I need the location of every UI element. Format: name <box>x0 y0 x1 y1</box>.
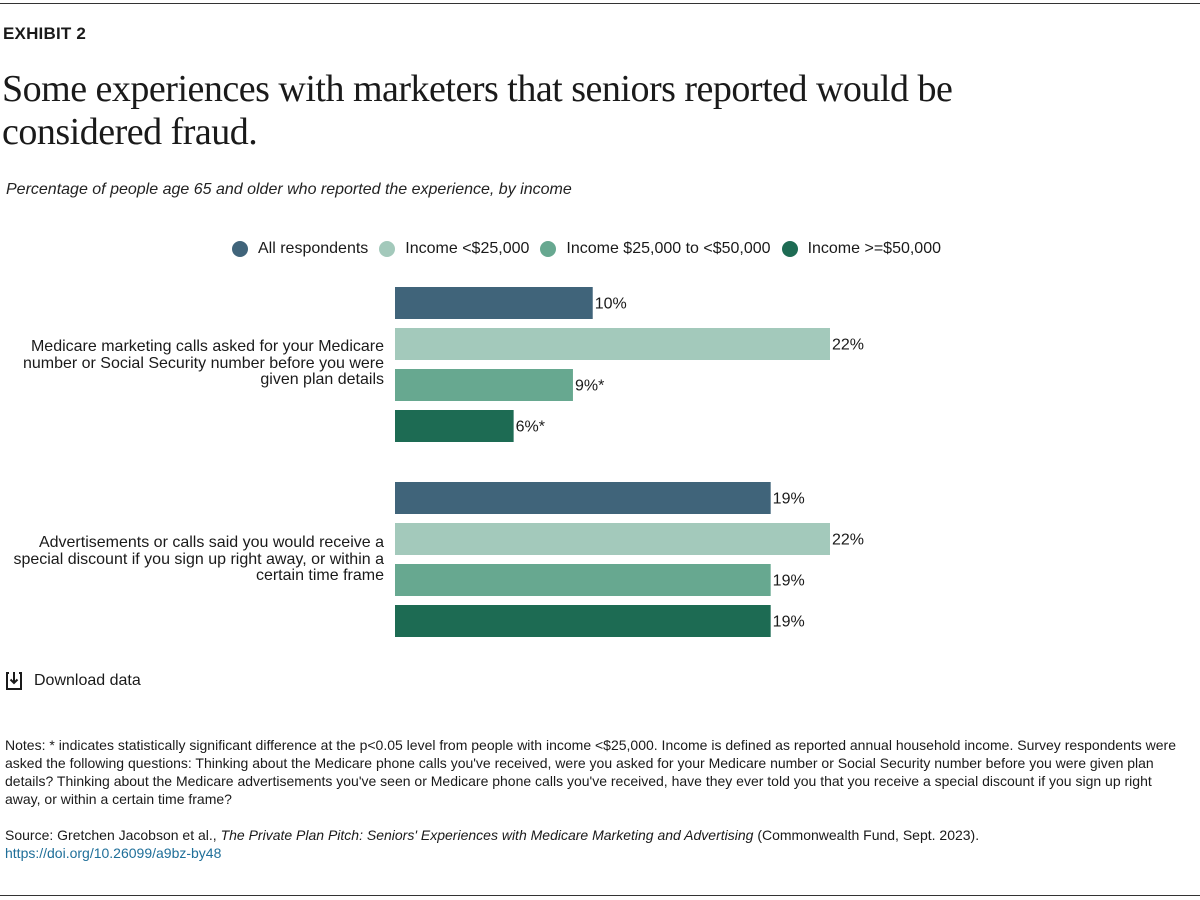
download-data-label: Download data <box>34 672 141 689</box>
legend-label-high-income: Income >=$50,000 <box>807 240 941 257</box>
bar-mid-cat2 <box>395 564 771 596</box>
legend-item-all: All respondents <box>232 240 368 258</box>
bar-label-high-cat1: 6%* <box>516 419 545 436</box>
download-data-button[interactable]: Download data <box>5 671 141 691</box>
legend-label-low-income: Income <$25,000 <box>405 240 530 257</box>
source-prefix: Source: Gretchen Jacobson et al., <box>5 827 221 843</box>
bar-label-mid-cat2: 19% <box>773 573 805 590</box>
legend-swatch-mid-income <box>540 241 557 257</box>
notes: Notes: * indicates statistically signifi… <box>5 737 1176 807</box>
bar-label-all-cat1: 10% <box>595 296 627 313</box>
legend-item-low-income: Income <$25,000 <box>379 240 529 258</box>
bottom-rule <box>0 895 1200 896</box>
legend-swatch-high-income <box>781 241 798 257</box>
bar-all-cat2 <box>395 482 771 514</box>
bar-label-high-cat2: 19% <box>773 614 805 631</box>
category-label-1: Medicare marketing calls asked for your … <box>22 338 384 388</box>
legend-label-mid-income: Income $25,000 to <$50,000 <box>566 240 771 257</box>
exhibit-label: EXHIBIT 2 <box>3 24 87 43</box>
bar-all-cat1 <box>395 287 593 319</box>
source-doi-link[interactable]: https://doi.org/10.26099/a9bz-by48 <box>5 845 222 861</box>
legend: All respondents Income <$25,000 Income $… <box>232 240 952 258</box>
bar-label-all-cat2: 19% <box>773 491 805 508</box>
bar-label-low-cat2: 22% <box>832 532 864 549</box>
bar-high-cat1 <box>395 410 514 442</box>
legend-swatch-all <box>232 241 248 257</box>
bar-low-cat2 <box>395 523 830 555</box>
source-suffix: (Commonwealth Fund, Sept. 2023). <box>753 827 980 843</box>
category-label-2: Advertisements or calls said you would r… <box>13 534 384 584</box>
bar-low-cat1 <box>395 328 830 360</box>
chart-title: Some experiences with marketers that sen… <box>2 68 953 153</box>
source: Source: Gretchen Jacobson et al., The Pr… <box>5 826 1190 862</box>
legend-label-all: All respondents <box>258 240 369 257</box>
chart-subtitle: Percentage of people age 65 and older wh… <box>6 181 572 198</box>
legend-item-mid-income: Income $25,000 to <$50,000 <box>540 240 771 258</box>
legend-swatch-low-income <box>379 241 396 257</box>
bar-label-mid-cat1: 9%* <box>575 378 604 395</box>
legend-item-high-income: Income >=$50,000 <box>781 240 941 258</box>
top-rule <box>0 3 1200 4</box>
bar-mid-cat1 <box>395 369 573 401</box>
source-publication: The Private Plan Pitch: Seniors' Experie… <box>220 827 754 843</box>
bar-high-cat2 <box>395 605 771 637</box>
download-icon <box>6 672 22 690</box>
bar-label-low-cat1: 22% <box>832 337 864 354</box>
